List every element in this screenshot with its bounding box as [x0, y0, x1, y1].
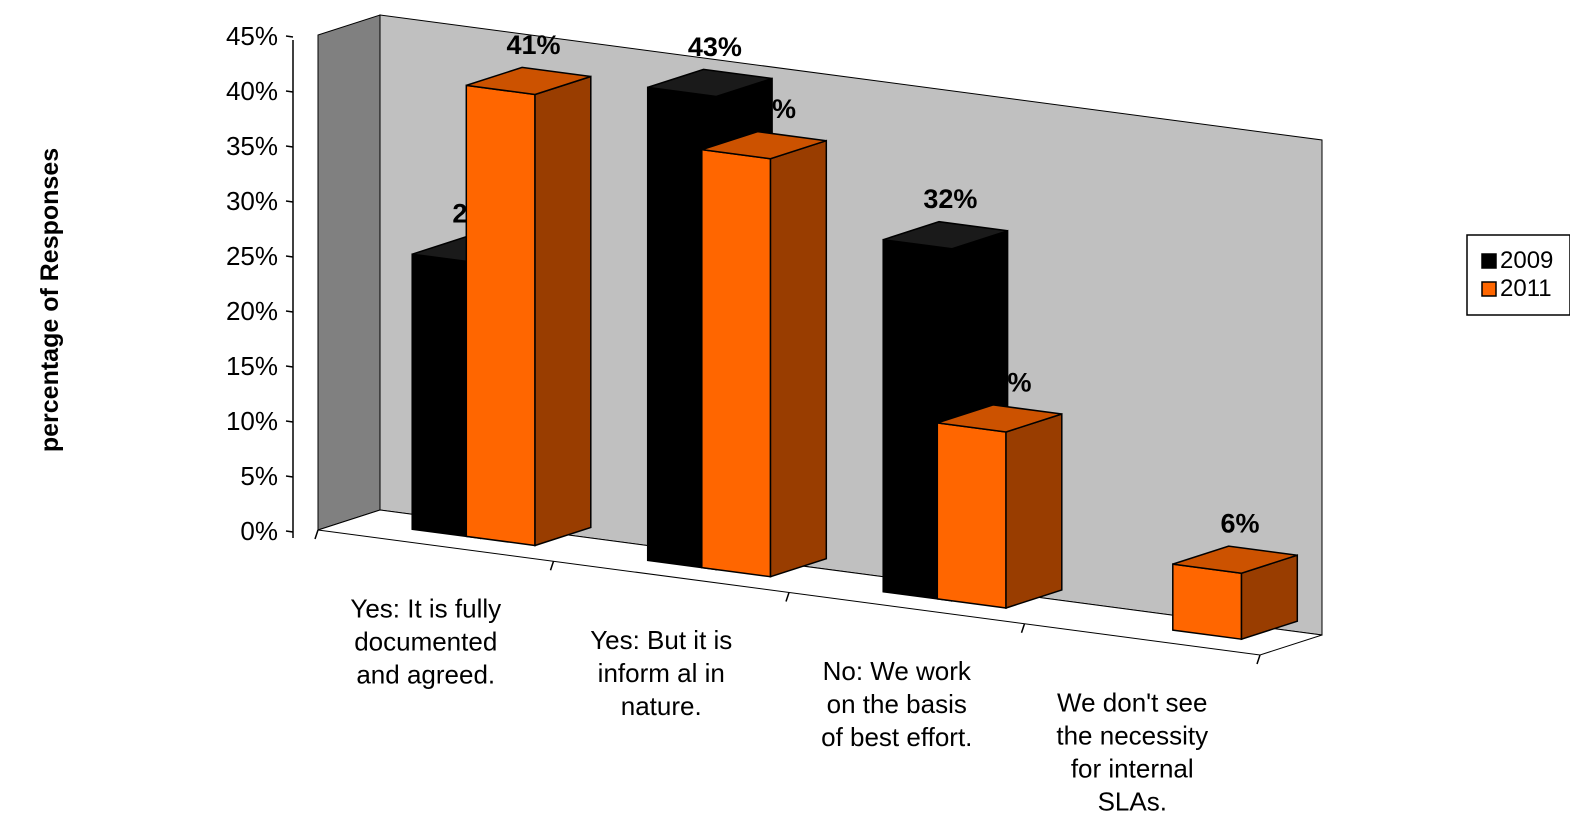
category-label: We don't see the necessity for internal SLA…: [1056, 687, 1208, 816]
legend-label-2009: 2009: [1500, 247, 1553, 274]
category-label-line: on the basis: [827, 689, 967, 719]
category-label: No: We work on the basis of best effort.: [821, 656, 972, 752]
category-label-line: nature.: [621, 691, 702, 721]
bar-2011-side: [534, 75, 592, 547]
data-label-2009: 43%: [688, 32, 742, 62]
bar-2011-front: [936, 422, 1007, 609]
category-label-line: and agreed.: [356, 660, 495, 690]
category-labels: Yes: It is fully documented and agreed.Yes…: [350, 594, 1208, 816]
bar-2011-top: [701, 130, 827, 160]
y-tick: [285, 255, 294, 258]
bar-2009-top: [882, 220, 1008, 250]
y-tick-label: 15%: [226, 351, 278, 381]
data-label-2011: 38%: [742, 94, 796, 124]
y-tick: [285, 90, 294, 93]
floor: [317, 509, 1323, 656]
legend-box: [1466, 234, 1570, 316]
y-tick-label: 40%: [226, 76, 278, 106]
y-tick: [285, 145, 294, 148]
category-label: Yes: It is fully documented and agreed.: [350, 594, 501, 690]
category-label-line: Yes: But it is: [590, 625, 732, 655]
y-tick-label: 25%: [226, 241, 278, 271]
category-label-line: documented: [354, 627, 497, 657]
bar-2011-side: [1005, 412, 1063, 610]
y-tick: [285, 365, 294, 368]
bar-2011-side: [769, 139, 828, 578]
y-tick-label: 10%: [226, 406, 278, 436]
y-tick-label: 0%: [240, 516, 278, 546]
x-tick: [1020, 623, 1026, 633]
category-label-line: for internal: [1071, 753, 1194, 783]
y-tick: [285, 475, 294, 478]
y-tick-label: 30%: [226, 186, 278, 216]
bar-2011-front: [465, 84, 536, 547]
y-tick-label: 35%: [226, 131, 278, 161]
data-label-2011: 16%: [978, 367, 1032, 397]
x-tick: [314, 529, 319, 540]
y-tick: [285, 310, 294, 313]
y-tick-label: 45%: [226, 21, 278, 51]
bar-2011-top: [937, 404, 1063, 433]
legend-swatch-2009: [1481, 253, 1497, 269]
bar-2011-top: [1172, 545, 1298, 574]
legend-label-2011: 2011: [1500, 275, 1552, 302]
chart-walls: [317, 14, 1323, 656]
data-label-2011: 41%: [507, 30, 561, 60]
category-label-line: No: We work: [823, 656, 972, 686]
x-tick: [1256, 654, 1261, 665]
y-tick: [285, 200, 294, 203]
legend-swatch-2011: [1481, 281, 1497, 297]
y-axis-title: percentage of Responses: [36, 148, 64, 452]
y-tick: [285, 420, 294, 423]
category-label-line: of best effort.: [821, 722, 972, 752]
data-label-2011: 6%: [1221, 509, 1260, 539]
bar-2011-front: [701, 148, 772, 578]
bar-2011-front: [1172, 563, 1243, 641]
y-tick: [285, 35, 294, 38]
category-label-line: We don't see: [1057, 687, 1207, 717]
category-label: Yes: But it is inform al in nature.: [590, 625, 732, 721]
category-label-line: SLAs.: [1098, 786, 1167, 816]
bar-2009-top: [647, 68, 773, 98]
data-label-2009: 32%: [923, 184, 977, 214]
y-tick: [285, 530, 294, 533]
x-tick: [785, 592, 790, 602]
category-label-line: inform al in: [598, 658, 725, 688]
side-wall: [317, 14, 381, 531]
category-label-line: the necessity: [1056, 720, 1208, 750]
y-tick-label: 5%: [240, 461, 278, 491]
legend: 2009 2011: [1466, 234, 1570, 316]
value-axis: 0% 5% 10% 15% 20% 25% 30% 35% 40% 45%: [226, 21, 1261, 665]
bars: 25%43%32%41%38%16%6%: [411, 30, 1299, 641]
bar-2011-top: [466, 66, 592, 96]
category-label-line: Yes: It is fully: [350, 594, 501, 624]
y-tick-label: 20%: [226, 296, 278, 326]
x-tick: [549, 561, 555, 571]
